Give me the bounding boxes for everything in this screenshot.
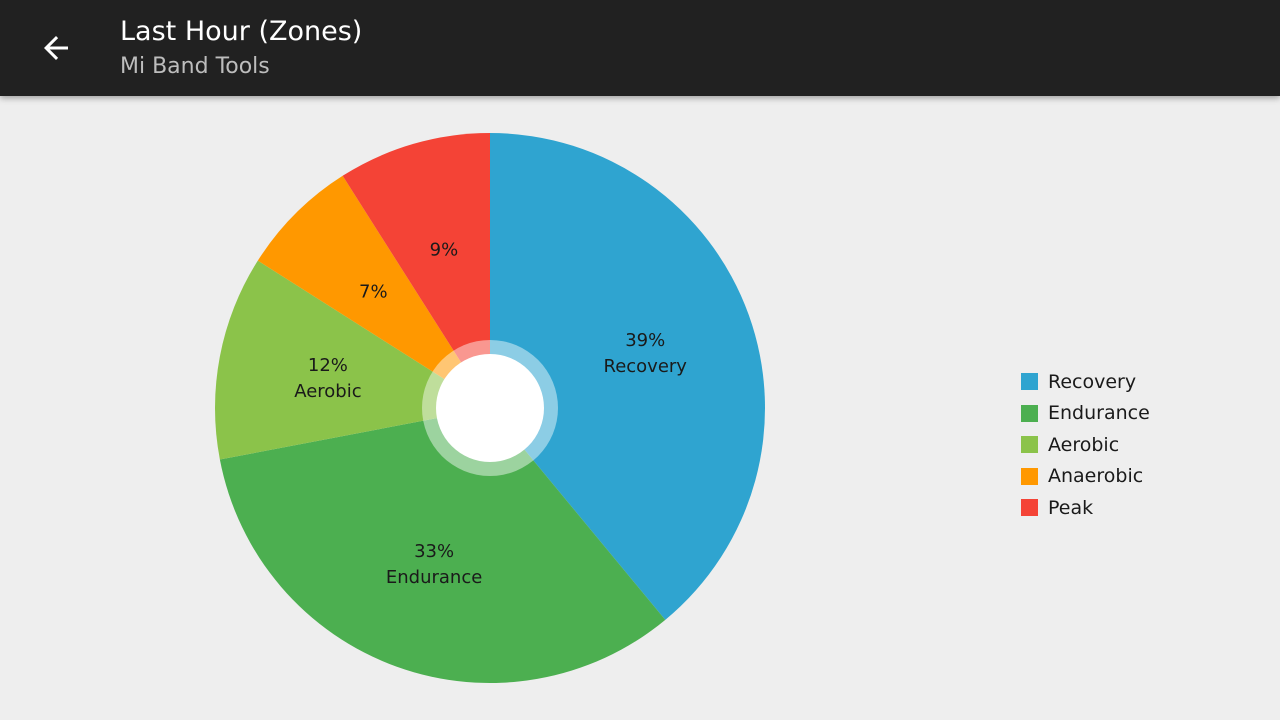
legend-item-endurance[interactable]: Endurance: [1021, 398, 1150, 430]
page-subtitle: Mi Band Tools: [120, 54, 270, 79]
title-block: Last Hour (Zones) Mi Band Tools: [120, 14, 362, 84]
chart-legend: Recovery Endurance Aerobic Anaerobic Peak: [1021, 366, 1150, 524]
legend-label: Recovery: [1048, 370, 1137, 393]
chart-area: 39% Recovery 33% Endurance 12% Aerobic 7% 9% Re…: [0, 96, 1280, 720]
pie-slices: [215, 133, 765, 683]
pie-slice-aerobic[interactable]: [215, 260, 490, 460]
slice-percent-label: 9%: [430, 240, 459, 261]
legend-swatch: [1021, 373, 1038, 391]
pie-labels: 39% Recovery 33% Endurance 12% Aerobic 7% 9%: [294, 240, 687, 589]
slice-percent-label: 39%: [625, 330, 665, 351]
legend-label: Aerobic: [1048, 433, 1120, 456]
pie-chart[interactable]: 39% Recovery 33% Endurance 12% Aerobic 7% 9%: [0, 96, 1280, 720]
slice-name-label: Recovery: [604, 356, 688, 377]
slice-name-label: Aerobic: [294, 381, 361, 402]
slice-percent-label: 33%: [414, 541, 454, 562]
pie-slice-recovery[interactable]: [490, 133, 765, 620]
legend-swatch: [1021, 499, 1038, 517]
legend-swatch: [1021, 467, 1038, 485]
slice-percent-label: 7%: [359, 281, 388, 302]
slice-name-label: Endurance: [386, 567, 482, 588]
legend-swatch: [1021, 436, 1038, 454]
back-button[interactable]: [28, 20, 84, 76]
pie-slice-anaerobic[interactable]: [257, 175, 490, 408]
legend-item-recovery[interactable]: Recovery: [1021, 366, 1150, 398]
app-bar: Last Hour (Zones) Mi Band Tools: [0, 0, 1280, 96]
legend-item-peak[interactable]: Peak: [1021, 492, 1150, 524]
page-title: Last Hour (Zones): [120, 16, 363, 47]
legend-label: Peak: [1048, 496, 1094, 519]
legend-item-aerobic[interactable]: Aerobic: [1021, 429, 1150, 461]
legend-swatch: [1021, 404, 1038, 422]
pie-slice-peak[interactable]: [342, 133, 490, 408]
arrow-back-icon: [44, 36, 68, 60]
slice-percent-label: 12%: [308, 355, 348, 376]
donut-hole: [436, 354, 544, 462]
legend-item-anaerobic[interactable]: Anaerobic: [1021, 461, 1150, 493]
legend-label: Endurance: [1048, 402, 1150, 425]
legend-label: Anaerobic: [1048, 465, 1144, 488]
pie-slice-endurance[interactable]: [219, 408, 666, 683]
